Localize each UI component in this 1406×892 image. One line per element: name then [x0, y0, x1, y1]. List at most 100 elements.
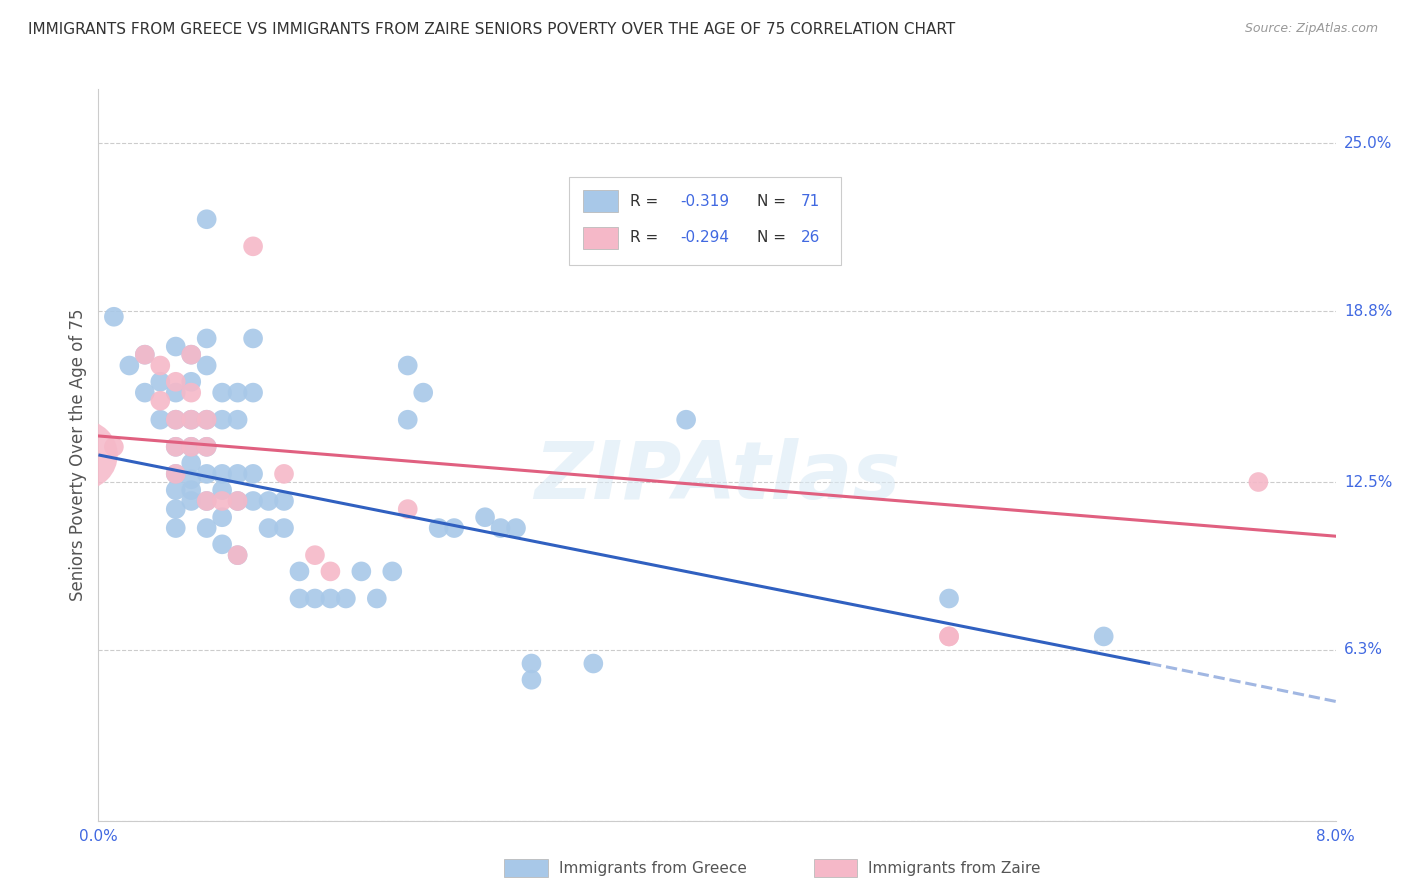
- Point: [273, 494, 295, 508]
- Point: [242, 467, 264, 481]
- Point: [165, 385, 187, 400]
- Point: [211, 385, 233, 400]
- Point: [195, 413, 218, 427]
- Point: [319, 565, 342, 579]
- Point: [180, 440, 202, 454]
- Point: [180, 440, 202, 454]
- Text: 25.0%: 25.0%: [1344, 136, 1392, 151]
- Point: [242, 385, 264, 400]
- Point: [675, 413, 697, 427]
- Point: [165, 340, 187, 354]
- Text: IMMIGRANTS FROM GREECE VS IMMIGRANTS FROM ZAIRE SENIORS POVERTY OVER THE AGE OF : IMMIGRANTS FROM GREECE VS IMMIGRANTS FRO…: [28, 22, 955, 37]
- Point: [180, 456, 202, 470]
- Point: [195, 440, 218, 454]
- Point: [489, 521, 512, 535]
- FancyBboxPatch shape: [583, 227, 619, 249]
- Text: R =: R =: [630, 230, 664, 245]
- Point: [288, 565, 311, 579]
- Point: [412, 385, 434, 400]
- Point: [396, 502, 419, 516]
- Point: [211, 413, 233, 427]
- Point: [180, 483, 202, 497]
- Point: [165, 440, 187, 454]
- Point: [195, 521, 218, 535]
- Point: [180, 385, 202, 400]
- Text: 6.3%: 6.3%: [1344, 642, 1384, 657]
- Point: [211, 483, 233, 497]
- Point: [134, 385, 156, 400]
- Text: 26: 26: [801, 230, 821, 245]
- Text: Immigrants from Zaire: Immigrants from Zaire: [868, 861, 1040, 876]
- Point: [195, 494, 218, 508]
- Point: [366, 591, 388, 606]
- Text: R =: R =: [630, 194, 664, 209]
- Point: [335, 591, 357, 606]
- Point: [582, 657, 605, 671]
- FancyBboxPatch shape: [814, 859, 856, 877]
- Point: [396, 359, 419, 373]
- Point: [304, 591, 326, 606]
- Point: [180, 494, 202, 508]
- Point: [165, 413, 187, 427]
- Point: [180, 413, 202, 427]
- Point: [938, 629, 960, 643]
- FancyBboxPatch shape: [568, 177, 841, 265]
- Text: 71: 71: [801, 194, 821, 209]
- Point: [938, 629, 960, 643]
- Point: [226, 385, 249, 400]
- Point: [211, 494, 233, 508]
- Point: [520, 673, 543, 687]
- Point: [165, 440, 187, 454]
- Point: [103, 310, 125, 324]
- Point: [226, 548, 249, 562]
- Point: [242, 239, 264, 253]
- Point: [304, 548, 326, 562]
- Point: [427, 521, 450, 535]
- Text: -0.319: -0.319: [681, 194, 730, 209]
- Text: N =: N =: [756, 230, 790, 245]
- Point: [149, 359, 172, 373]
- Point: [1247, 475, 1270, 489]
- Point: [103, 440, 125, 454]
- Text: ZIPAtlas: ZIPAtlas: [534, 438, 900, 516]
- Point: [474, 510, 496, 524]
- Y-axis label: Seniors Poverty Over the Age of 75: Seniors Poverty Over the Age of 75: [69, 309, 87, 601]
- Text: Immigrants from Greece: Immigrants from Greece: [558, 861, 747, 876]
- Point: [149, 393, 172, 408]
- Point: [180, 348, 202, 362]
- Point: [211, 467, 233, 481]
- Text: -0.294: -0.294: [681, 230, 728, 245]
- Point: [165, 375, 187, 389]
- Point: [350, 565, 373, 579]
- Point: [396, 413, 419, 427]
- Point: [505, 521, 527, 535]
- Point: [195, 331, 218, 345]
- Point: [381, 565, 404, 579]
- Point: [165, 413, 187, 427]
- Point: [195, 413, 218, 427]
- Point: [257, 521, 280, 535]
- Point: [273, 521, 295, 535]
- Point: [319, 591, 342, 606]
- Text: 18.8%: 18.8%: [1344, 304, 1392, 318]
- Point: [195, 494, 218, 508]
- Point: [165, 467, 187, 481]
- Point: [938, 591, 960, 606]
- Point: [288, 591, 311, 606]
- Point: [195, 212, 218, 227]
- Point: [180, 348, 202, 362]
- Point: [165, 467, 187, 481]
- Point: [195, 440, 218, 454]
- Point: [165, 521, 187, 535]
- Point: [195, 359, 218, 373]
- Point: [1092, 629, 1115, 643]
- Point: [180, 413, 202, 427]
- Point: [165, 483, 187, 497]
- Point: [165, 502, 187, 516]
- Point: [520, 657, 543, 671]
- Point: [211, 510, 233, 524]
- Point: [72, 448, 94, 462]
- Point: [134, 348, 156, 362]
- Point: [149, 375, 172, 389]
- Point: [118, 359, 141, 373]
